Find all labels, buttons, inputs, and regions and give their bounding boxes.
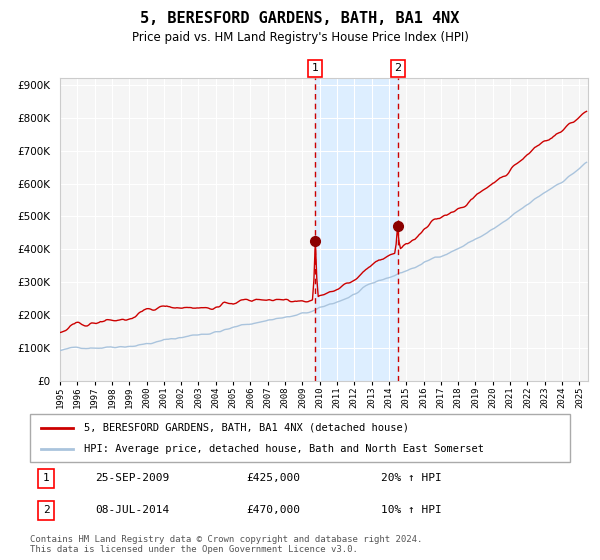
Text: 5, BERESFORD GARDENS, BATH, BA1 4NX (detached house): 5, BERESFORD GARDENS, BATH, BA1 4NX (det…	[84, 423, 409, 433]
FancyBboxPatch shape	[30, 414, 570, 462]
Text: 1: 1	[43, 473, 50, 483]
Text: 08-JUL-2014: 08-JUL-2014	[95, 505, 169, 515]
Text: 2: 2	[394, 63, 401, 73]
Text: 1: 1	[311, 63, 319, 73]
Text: £425,000: £425,000	[246, 473, 300, 483]
Text: Price paid vs. HM Land Registry's House Price Index (HPI): Price paid vs. HM Land Registry's House …	[131, 31, 469, 44]
Text: 2: 2	[43, 505, 50, 515]
Text: Contains HM Land Registry data © Crown copyright and database right 2024.
This d: Contains HM Land Registry data © Crown c…	[30, 535, 422, 554]
Bar	[315, 78, 398, 381]
Text: HPI: Average price, detached house, Bath and North East Somerset: HPI: Average price, detached house, Bath…	[84, 444, 484, 454]
Text: 20% ↑ HPI: 20% ↑ HPI	[381, 473, 442, 483]
Text: £470,000: £470,000	[246, 505, 300, 515]
Text: 10% ↑ HPI: 10% ↑ HPI	[381, 505, 442, 515]
Text: 5, BERESFORD GARDENS, BATH, BA1 4NX: 5, BERESFORD GARDENS, BATH, BA1 4NX	[140, 11, 460, 26]
Text: 25-SEP-2009: 25-SEP-2009	[95, 473, 169, 483]
